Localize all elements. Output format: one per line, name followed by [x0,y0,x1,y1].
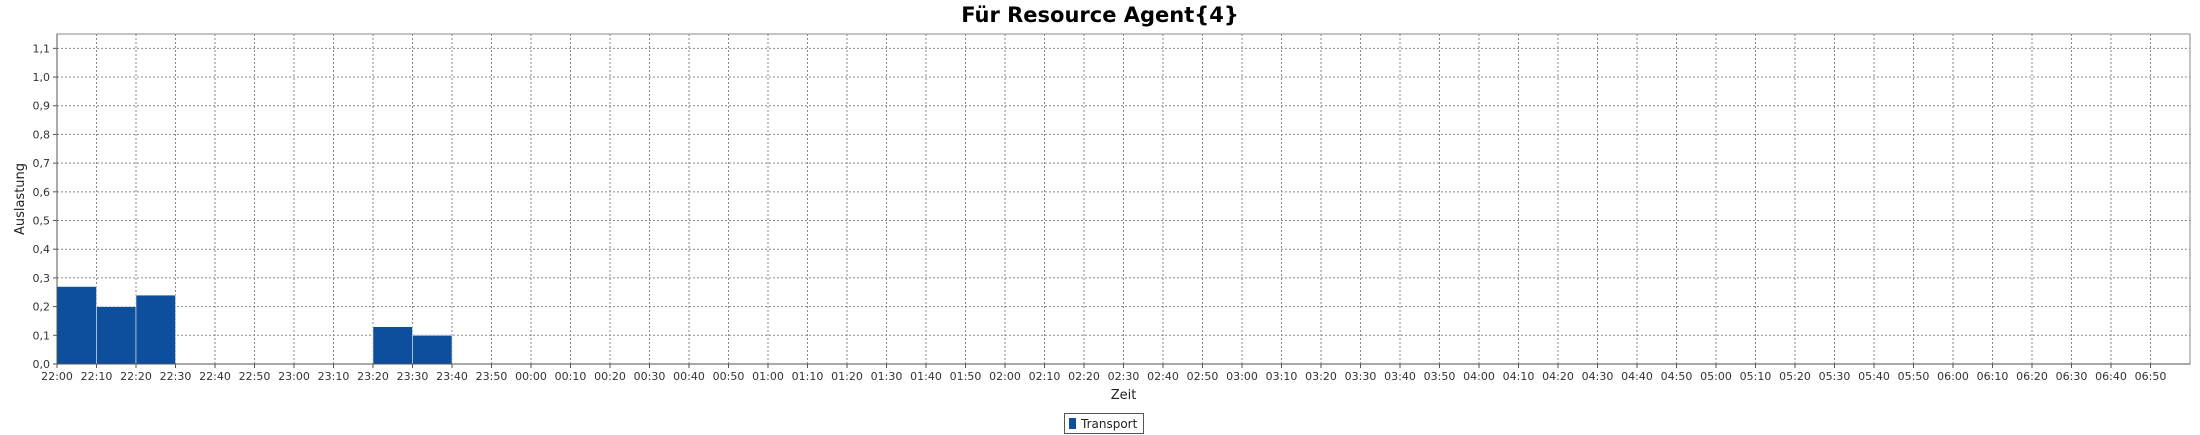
bar [135,294,176,365]
x-tick-label: 04:40 [1621,370,1653,383]
x-tick-label: 04:50 [1661,370,1693,383]
bars-group [56,286,453,365]
legend-swatch-transport [1069,418,1076,429]
x-tick-label: 04:00 [1463,370,1495,383]
legend-label-transport: Transport [1081,416,1138,431]
x-tick-label: 01:00 [752,370,784,383]
y-tick-label: 0,0 [33,358,51,371]
x-tick-label: 05:00 [1700,370,1732,383]
x-tick-label: 05:40 [1858,370,1890,383]
x-tick-label: 03:00 [1226,370,1258,383]
x-tick-label: 01:40 [910,370,942,383]
x-tick-label: 02:30 [1108,370,1140,383]
x-tick-label: 06:30 [2056,370,2088,383]
chart-title: Für Resource Agent{4} [961,3,1239,27]
x-tick-label: 00:10 [555,370,587,383]
y-tick-label: 0,2 [33,301,51,314]
y-tick-label: 0,9 [33,100,51,113]
x-tick-label: 22:20 [120,370,152,383]
x-tick-label: 23:20 [357,370,389,383]
x-tick-label: 01:30 [871,370,903,383]
x-tick-label: 02:20 [1068,370,1100,383]
x-tick-label: 22:10 [81,370,113,383]
bar [96,306,137,365]
x-tick-label: 23:10 [318,370,350,383]
x-tick-label: 02:40 [1147,370,1179,383]
x-tick-label: 01:20 [831,370,863,383]
x-tick-label: 03:20 [1305,370,1337,383]
bar [412,335,453,365]
x-tick-label: 00:50 [713,370,745,383]
x-tick-label: 22:30 [160,370,192,383]
grid-lines [56,34,2190,365]
x-tick-label: 23:00 [278,370,310,383]
x-tick-label: 02:00 [989,370,1021,383]
y-tick-label: 0,1 [33,329,51,342]
y-tick-label: 1,1 [33,42,51,55]
x-tick-label: 03:30 [1345,370,1377,383]
x-tick-label: 06:40 [2095,370,2127,383]
x-axis-label: Zeit [1111,388,1137,403]
x-tick-label: 05:50 [1898,370,1930,383]
x-tick-label: 23:40 [436,370,468,383]
x-tick-label: 00:30 [634,370,666,383]
x-tick-label: 00:20 [594,370,626,383]
x-tick-label: 06:10 [1977,370,2009,383]
y-tick-labels: 0,0 0,1 0,2 0,3 0,4 0,5 0,6 0,7 0,8 0,9 1,0 1,1 [33,42,51,371]
x-tick-labels: 22:00 22:10 22:20 22:30 22:40 22:50 23:00 23:10… [41,370,2166,383]
x-tick-label: 06:00 [1937,370,1969,383]
x-tick-label: 04:20 [1542,370,1574,383]
x-tick-label: 02:10 [1029,370,1061,383]
x-tick-label: 01:50 [950,370,982,383]
axes-group [53,34,2190,368]
y-tick-label: 0,4 [33,243,51,256]
bar [372,326,413,365]
legend: Transport [1064,413,1145,434]
y-tick-label: 0,5 [33,215,51,228]
bar [56,286,97,365]
x-tick-label: 22:40 [199,370,231,383]
y-axis-label: Auslastung [13,163,28,235]
y-tick-label: 0,3 [33,272,51,285]
x-tick-label: 01:10 [792,370,824,383]
y-tick-label: 0,6 [33,186,51,199]
x-tick-label: 23:30 [397,370,429,383]
x-tick-label: 03:10 [1266,370,1298,383]
y-tick-label: 0,8 [33,128,51,141]
x-tick-label: 04:30 [1582,370,1614,383]
x-tick-label: 00:00 [515,370,547,383]
x-tick-label: 06:50 [2135,370,2167,383]
y-tick-label: 0,7 [33,157,51,170]
x-tick-label: 06:20 [2016,370,2048,383]
x-tick-label: 04:10 [1503,370,1535,383]
y-tick-label: 1,0 [33,71,51,84]
x-tick-label: 22:00 [41,370,73,383]
x-tick-label: 22:50 [239,370,271,383]
x-tick-label: 23:50 [476,370,508,383]
x-tick-label: 03:50 [1424,370,1456,383]
x-tick-label: 02:50 [1187,370,1219,383]
x-tick-label: 05:10 [1740,370,1772,383]
x-tick-label: 03:40 [1384,370,1416,383]
x-tick-label: 05:30 [1819,370,1851,383]
x-tick-label: 05:20 [1779,370,1811,383]
x-tick-label: 00:40 [673,370,705,383]
